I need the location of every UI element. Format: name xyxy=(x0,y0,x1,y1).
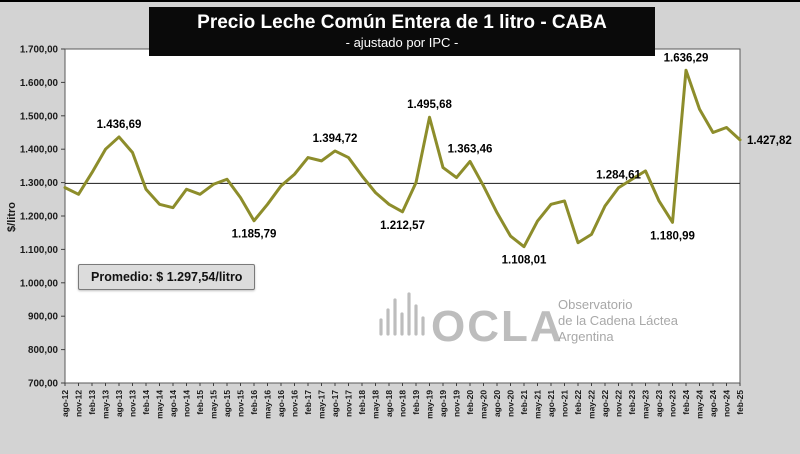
x-tick-label: feb-16 xyxy=(249,390,259,415)
x-tick-label: nov-14 xyxy=(182,390,192,417)
x-tick-label: ago-19 xyxy=(438,390,448,417)
data-point-label: 1.427,82 xyxy=(747,135,792,147)
x-tick-label: nov-19 xyxy=(452,390,462,417)
x-tick-label: ago-22 xyxy=(600,390,610,417)
x-tick-label: may-17 xyxy=(317,390,327,419)
watermark-org-line: de la Cadena Láctea xyxy=(558,313,679,328)
x-tick-label: may-14 xyxy=(155,390,165,419)
price-series-line xyxy=(63,68,742,249)
data-point-label: 1.436,69 xyxy=(97,119,142,131)
y-tick-label: 1.200,00 xyxy=(20,212,59,223)
data-point-label: 1.363,46 xyxy=(448,143,493,155)
y-tick-label: 1.600,00 xyxy=(20,78,59,89)
x-tick-label: ago-15 xyxy=(222,390,232,417)
watermark-org-line: Observatorio xyxy=(558,297,632,312)
x-tick-label: nov-16 xyxy=(290,390,300,417)
x-tick-label: may-16 xyxy=(263,390,273,419)
x-tick-label: ago-20 xyxy=(492,390,502,417)
x-tick-label: nov-18 xyxy=(398,390,408,417)
x-tick-label: ago-18 xyxy=(384,390,394,417)
data-point-label: 1.180,99 xyxy=(650,230,695,242)
chart-subtitle: - ajustado por IPC - xyxy=(345,34,459,50)
watermark-org-line: Argentina xyxy=(558,329,614,344)
x-tick-label: may-20 xyxy=(479,390,489,419)
x-tick-label: nov-17 xyxy=(344,390,354,417)
x-tick-label: ago-24 xyxy=(708,390,718,417)
x-tick-label: ago-14 xyxy=(168,390,178,417)
data-point-label: 1.394,72 xyxy=(313,133,358,145)
data-point-label: 1.636,29 xyxy=(664,52,709,64)
x-tick-label: feb-17 xyxy=(303,390,313,415)
x-tick-label: nov-15 xyxy=(236,390,246,417)
y-tick-label: 1.300,00 xyxy=(20,178,59,189)
x-tick-label: nov-21 xyxy=(560,390,570,417)
x-tick-label: ago-21 xyxy=(546,390,556,417)
x-tick-label: nov-22 xyxy=(614,390,624,417)
x-tick-label: may-21 xyxy=(533,390,543,419)
chart-title: Precio Leche Común Entera de 1 litro - C… xyxy=(197,11,607,33)
x-tick-label: may-23 xyxy=(641,390,651,419)
chart-title-box: Precio Leche Común Entera de 1 litro - C… xyxy=(149,7,655,56)
average-box: Promedio: $ 1.297,54/litro xyxy=(78,264,256,290)
x-tick-label: may-19 xyxy=(425,390,435,419)
x-tick-label: may-22 xyxy=(587,390,597,419)
x-tick-label: feb-25 xyxy=(735,390,745,415)
average-box-label: Promedio: $ 1.297,54/litro xyxy=(91,270,243,284)
y-tick-label: 800,00 xyxy=(28,345,59,356)
x-tick-label: ago-13 xyxy=(114,390,124,417)
x-tick-label: feb-19 xyxy=(411,390,421,415)
x-tick-label: feb-21 xyxy=(519,390,529,415)
x-tick-label: ago-23 xyxy=(654,390,664,417)
x-tick-label: feb-24 xyxy=(681,390,691,415)
x-tick-label: may-18 xyxy=(371,390,381,419)
x-tick-label: feb-20 xyxy=(465,390,475,415)
x-tick-label: nov-12 xyxy=(74,390,84,417)
y-tick-label: 700,00 xyxy=(28,379,59,390)
x-tick-label: nov-24 xyxy=(722,390,732,417)
x-tick-label: may-24 xyxy=(695,390,705,419)
y-tick-label: 1.700,00 xyxy=(20,45,59,56)
x-tick-label: feb-13 xyxy=(87,390,97,415)
y-tick-label: 1.500,00 xyxy=(20,111,59,122)
data-point-label: 1.108,01 xyxy=(502,255,547,267)
y-tick-label: 1.400,00 xyxy=(20,145,59,156)
y-tick-label: 1.000,00 xyxy=(20,278,59,289)
y-axis-title: $/litro xyxy=(6,202,18,232)
x-tick-label: nov-20 xyxy=(506,390,516,417)
x-tick-label: feb-14 xyxy=(141,390,151,415)
x-tick-label: feb-23 xyxy=(627,390,637,415)
watermark-logo-text: OCLA xyxy=(431,302,564,351)
x-tick-label: nov-23 xyxy=(668,390,678,417)
data-point-label: 1.284,61 xyxy=(596,170,641,182)
y-tick-label: 900,00 xyxy=(28,312,59,323)
x-tick-label: may-13 xyxy=(101,390,111,419)
data-point-label: 1.185,79 xyxy=(232,229,277,241)
x-tick-label: feb-18 xyxy=(357,390,367,415)
x-tick-label: feb-15 xyxy=(195,390,205,415)
x-tick-label: ago-12 xyxy=(60,390,70,417)
x-tick-label: nov-13 xyxy=(128,390,138,417)
x-tick-label: feb-22 xyxy=(573,390,583,415)
x-tick-label: may-15 xyxy=(209,390,219,419)
data-point-label: 1.212,57 xyxy=(380,220,425,232)
x-tick-label: ago-17 xyxy=(330,390,340,417)
x-tick-label: ago-16 xyxy=(276,390,286,417)
y-tick-label: 1.100,00 xyxy=(20,245,59,256)
data-point-label: 1.495,68 xyxy=(407,99,452,111)
